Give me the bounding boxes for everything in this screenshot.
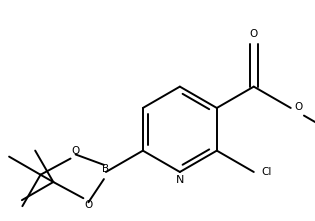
Text: B: B (102, 164, 110, 174)
Text: O: O (295, 102, 303, 112)
Text: O: O (84, 200, 93, 210)
Text: N: N (176, 175, 184, 185)
Text: O: O (72, 147, 80, 156)
Text: O: O (250, 29, 258, 39)
Text: Cl: Cl (261, 167, 271, 177)
